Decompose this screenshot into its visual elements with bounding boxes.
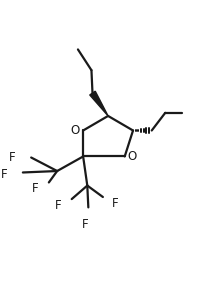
Text: F: F [55, 199, 61, 212]
Text: F: F [112, 197, 119, 210]
Text: O: O [71, 124, 80, 137]
Text: F: F [82, 218, 89, 231]
Text: O: O [128, 150, 137, 163]
Text: F: F [9, 151, 16, 164]
Text: F: F [1, 168, 7, 181]
Text: F: F [32, 182, 38, 195]
Polygon shape [90, 91, 108, 116]
